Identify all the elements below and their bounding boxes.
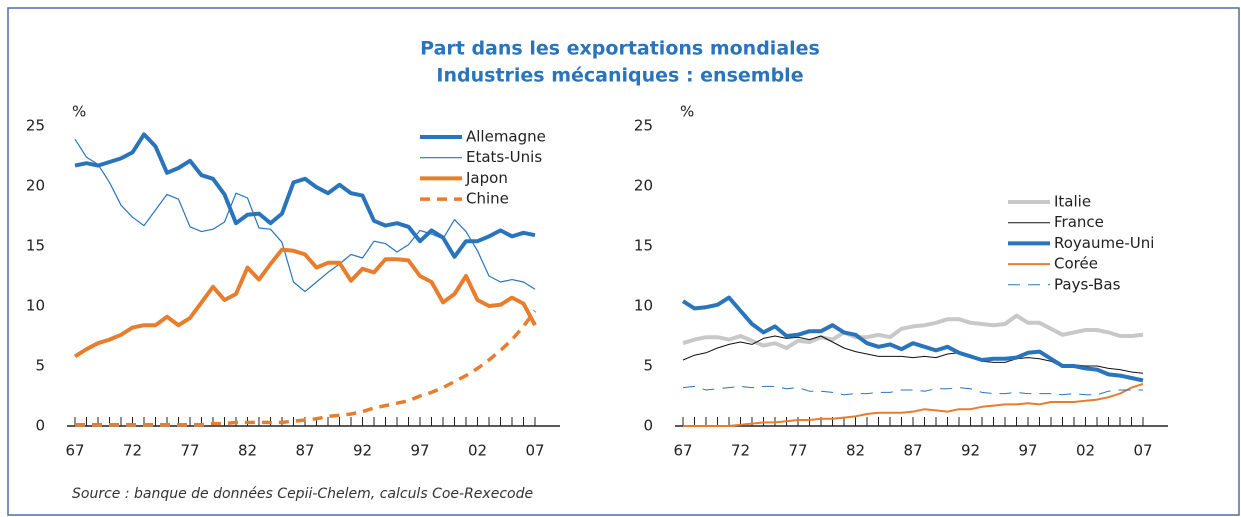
legend-label: Corée [1054,255,1098,273]
series-line [681,295,1144,383]
x-tick-label: 92 [353,442,372,460]
legend-label: Japon [465,169,508,187]
x-tick-label: 67 [673,442,692,460]
y-tick-label: 10 [634,297,653,315]
x-tick-label: 72 [731,442,750,460]
chart-title: Part dans les exportations mondiales [420,38,820,60]
y-axis-label: % [72,103,86,121]
y-tick-label: 25 [26,117,45,135]
x-tick-label: 77 [180,442,199,460]
legend-label: Royaume-Uni [1054,234,1154,252]
x-tick-label: 72 [123,442,142,460]
x-tick-label: 77 [788,442,807,460]
frame [7,7,1240,516]
series-line [683,383,1144,427]
y-axis-label: % [680,103,694,121]
x-tick-label: 97 [1018,442,1037,460]
series-line [74,132,536,259]
x-tick-label: 97 [410,442,429,460]
x-tick-label: 07 [525,442,544,460]
series-line [74,138,536,293]
x-tick-label: 07 [1133,442,1152,460]
y-tick-label: 20 [26,177,45,195]
legend-label: Pays-Bas [1054,275,1121,293]
y-tick-label: 10 [26,297,45,315]
x-tick-label: 67 [65,442,84,460]
chart-subtitle: Industries mécaniques : ensemble [436,65,803,87]
y-tick-label: 0 [643,417,653,435]
y-tick-label: 20 [634,177,653,195]
y-tick-label: 25 [634,117,653,135]
series-line [73,247,537,359]
y-tick-label: 5 [643,357,653,375]
legend-label: Chine [466,190,509,208]
series-line [682,313,1144,350]
x-tick-label: 87 [295,442,314,460]
source-note: Source : banque de données Cepii-Chelem,… [72,486,533,502]
legend-label: France [1054,213,1104,231]
x-tick-label: 92 [961,442,980,460]
x-tick-label: 82 [238,442,257,460]
series-line [75,309,537,427]
x-tick-label: 02 [1076,442,1095,460]
y-tick-label: 0 [35,417,45,435]
y-tick-label: 5 [35,357,45,375]
x-tick-label: 87 [903,442,922,460]
x-tick-label: 02 [468,442,487,460]
y-tick-label: 15 [26,237,45,255]
legend-label: Etats-Unis [466,148,542,166]
legend-label: Italie [1054,193,1091,211]
series-line [682,385,1143,396]
legend-label: Allemagne [466,128,546,146]
y-tick-label: 15 [634,237,653,255]
x-tick-label: 82 [846,442,865,460]
